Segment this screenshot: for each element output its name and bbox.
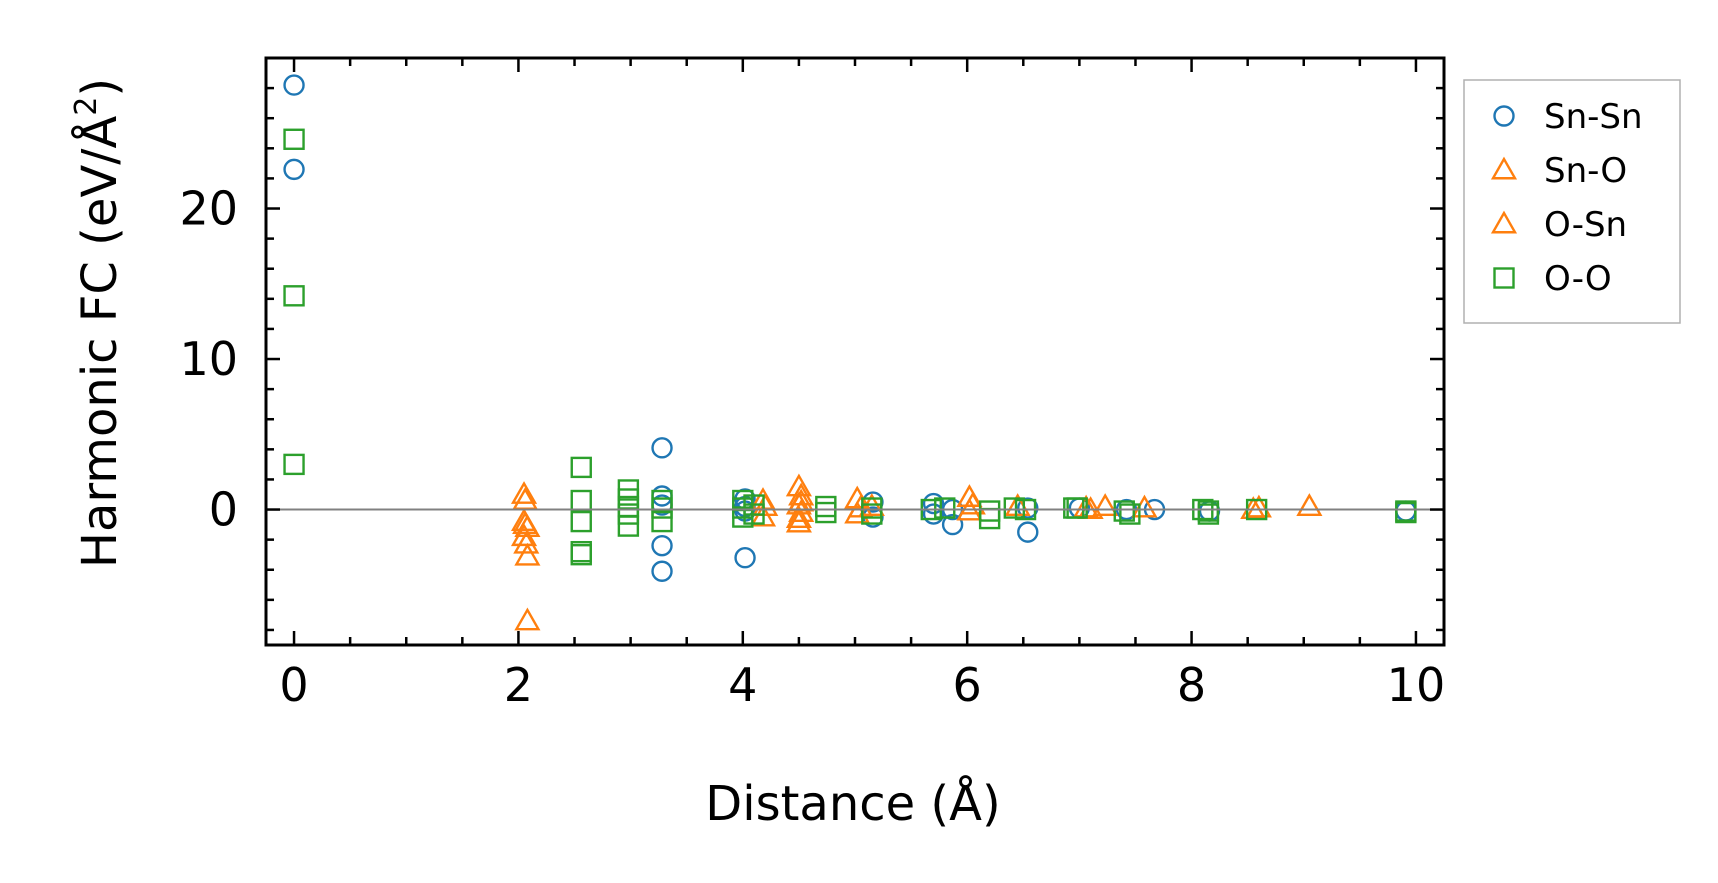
point-o-o [570, 456, 592, 479]
point-sn-o [510, 523, 538, 547]
legend-marker-o-o [1493, 267, 1515, 289]
point-o-o [743, 503, 765, 525]
point-o-o [815, 501, 837, 524]
point-o-o [1119, 503, 1141, 525]
y-tick-label: 10 [179, 332, 238, 386]
point-o-o [861, 503, 883, 525]
point-o-o [815, 495, 837, 518]
point-o-sn [959, 491, 986, 515]
legend-label-o-o: O-O [1544, 259, 1612, 299]
point-sn-sn [1395, 500, 1417, 522]
x-tick-label: 4 [728, 658, 757, 712]
point-o-sn [847, 494, 874, 518]
point-sn-sn [734, 547, 756, 569]
point-sn-o [514, 607, 541, 631]
legend-marker-sn-o [1490, 156, 1518, 180]
legend-label-sn-sn: Sn-Sn [1544, 97, 1643, 137]
legend-label-o-sn: O-Sn [1544, 205, 1627, 245]
point-o-o [283, 453, 305, 476]
point-o-o [570, 543, 592, 566]
legend-label-sn-o: Sn-O [1544, 151, 1627, 191]
point-sn-sn [1017, 497, 1039, 519]
y-axis-label-main: Harmonic FC (eV/Å [71, 116, 128, 569]
point-sn-o [513, 530, 540, 554]
point-sn-sn [651, 534, 673, 557]
point-sn-sn [651, 437, 673, 459]
point-sn-sn [1017, 521, 1039, 543]
point-o-o [617, 503, 640, 525]
x-tick-label: 0 [279, 658, 308, 712]
point-o-o [934, 497, 956, 519]
point-o-o [651, 489, 673, 512]
point-o-o [651, 510, 673, 533]
point-o-o [570, 489, 592, 512]
x-axis-label: Distance (Å) [705, 775, 1000, 832]
point-sn-o [1245, 494, 1272, 518]
x-tick-label: 10 [1387, 658, 1446, 712]
point-sn-sn [941, 513, 964, 536]
plot-frame [264, 56, 1446, 647]
point-o-o [570, 510, 592, 533]
x-tick-label: 2 [504, 658, 533, 712]
point-o-sn [512, 511, 539, 535]
point-sn-o [1092, 493, 1119, 516]
point-sn-o [510, 481, 538, 504]
axis-ticks [266, 58, 1444, 645]
y-axis-label-superscript: 2 [69, 97, 104, 116]
point-sn-o [1296, 493, 1323, 516]
legend-marker-o-sn [1490, 210, 1518, 234]
point-o-o [1395, 501, 1417, 524]
y-tick-label: 0 [209, 483, 238, 537]
point-o-o [283, 128, 305, 150]
point-sn-sn [922, 492, 945, 515]
point-sn-o [785, 509, 812, 533]
point-sn-o [514, 542, 541, 566]
legend-box [1463, 79, 1681, 324]
point-o-o [1003, 497, 1026, 519]
point-sn-o [785, 505, 812, 529]
data-markers [283, 74, 1417, 631]
point-sn-sn [283, 74, 305, 96]
y-tick-labels: 0 10 20 [179, 182, 238, 537]
x-tick-labels: 0 2 4 6 8 10 [279, 658, 1445, 712]
point-o-sn [1077, 496, 1104, 519]
x-tick-label: 8 [1177, 658, 1206, 712]
x-tick-label: 6 [953, 658, 982, 712]
point-sn-sn [283, 158, 305, 181]
point-o-o [617, 515, 640, 537]
y-tick-label: 20 [179, 182, 238, 236]
point-sn-sn [651, 560, 673, 582]
point-sn-o [788, 482, 815, 506]
legend: Sn-Sn Sn-O O-Sn O-O [1463, 79, 1681, 324]
point-o-o [651, 497, 673, 519]
point-o-o [283, 285, 305, 307]
point-o-o [1066, 497, 1088, 519]
y-axis-label: Harmonic FC (eV/Å2) [69, 78, 128, 568]
point-o-o [732, 506, 754, 528]
point-o-o [1197, 503, 1220, 525]
legend-marker-sn-sn [1493, 105, 1515, 127]
point-o-o [1113, 500, 1135, 522]
y-axis-label-close: ) [72, 78, 128, 97]
